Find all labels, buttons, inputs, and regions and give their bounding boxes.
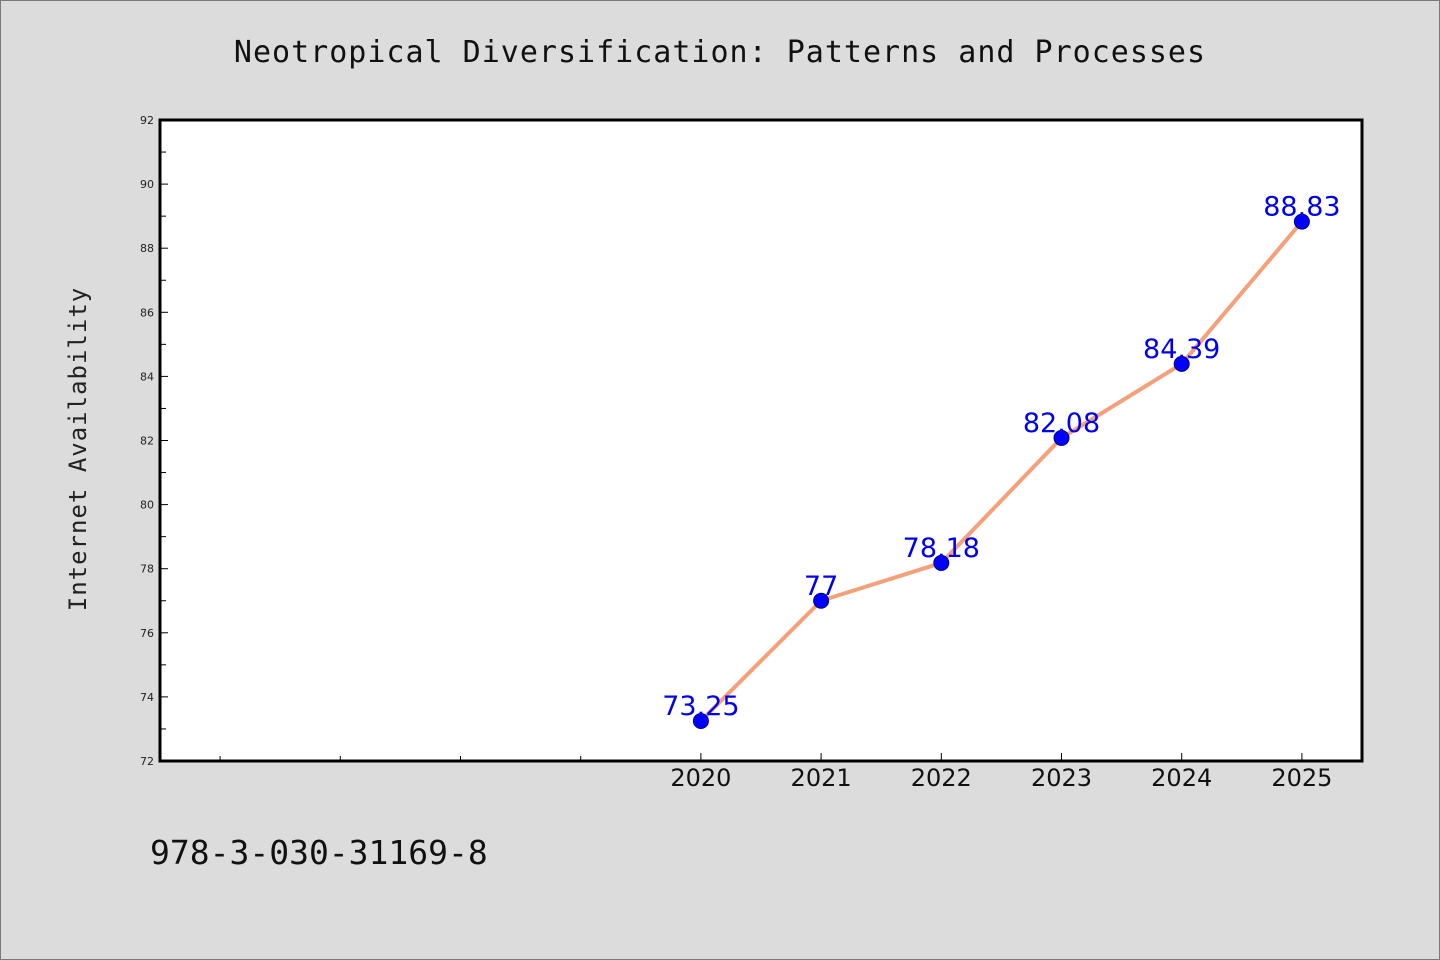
y-tick-label: 80	[140, 499, 154, 512]
data-label: 77	[804, 571, 838, 602]
x-axis: 2020 2021 2022 2023 2024 2025	[219, 753, 1332, 792]
x-tick-label: 2025	[1271, 764, 1332, 792]
data-label: 84.39	[1143, 334, 1220, 365]
isbn-text: 978-3-030-31169-8	[150, 833, 488, 872]
y-tick-label: 82	[140, 435, 154, 448]
y-tick-label: 78	[140, 563, 154, 576]
data-point	[813, 592, 830, 609]
series-layer	[692, 213, 1310, 729]
y-tick-label: 92	[140, 114, 154, 127]
series-line	[698, 219, 1304, 723]
data-label: 73.25	[662, 691, 739, 722]
x-tick-label: 2022	[911, 764, 972, 792]
x-tick-label: 2024	[1151, 764, 1212, 792]
data-label: 78.18	[903, 533, 980, 564]
y-tick-label: 88	[140, 242, 154, 255]
y-tick-label: 76	[140, 627, 154, 640]
x-tick-label: 2020	[670, 764, 731, 792]
data-point	[1053, 429, 1070, 446]
y-tick-label: 86	[140, 306, 154, 319]
y-axis: 72 74 76 78 80 82 84 86 88 90 92	[140, 114, 168, 768]
chart-title: Neotropical Diversification: Patterns an…	[233, 35, 1207, 70]
data-point	[692, 712, 709, 729]
x-tick-label: 2023	[1031, 764, 1092, 792]
y-tick-label: 72	[140, 755, 154, 768]
x-tick-label: 2021	[791, 764, 852, 792]
plot-area	[158, 118, 1364, 763]
y-tick-label: 84	[140, 370, 154, 383]
y-tick-label: 90	[140, 178, 154, 191]
data-label-layer: 73.25 77 78.18 82.08 84.39 88.83	[662, 192, 1340, 722]
data-point	[933, 554, 950, 571]
y-tick-label: 74	[140, 691, 154, 704]
data-label: 88.83	[1263, 192, 1340, 223]
data-label: 82.08	[1023, 408, 1100, 439]
data-point	[1293, 213, 1310, 230]
data-point	[1173, 355, 1190, 372]
